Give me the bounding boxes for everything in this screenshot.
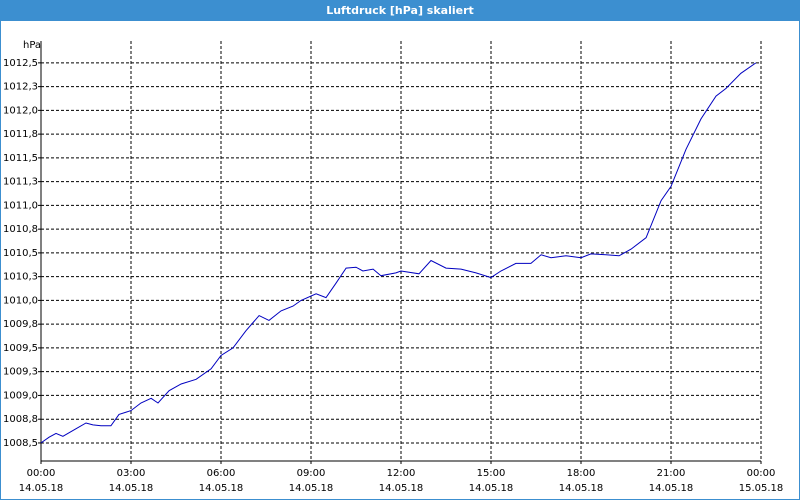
y-tick-label: 1010,8 [3, 224, 38, 235]
x-tick-label: 15:00 14.05.18 [468, 468, 514, 494]
x-tick-label: 03:00 14.05.18 [108, 468, 154, 494]
y-tick-label: 1009,0 [3, 390, 38, 401]
y-tick-label: 1012,5 [3, 58, 38, 69]
y-tick-label: 1009,5 [3, 343, 38, 354]
x-tick-label: 18:00 14.05.18 [558, 468, 604, 494]
x-tick-label: 12:00 14.05.18 [378, 468, 424, 494]
y-tick-label: 1008,8 [3, 414, 38, 425]
y-tick-label: 1010,5 [3, 248, 38, 259]
x-tick-label: 06:00 14.05.18 [198, 468, 244, 494]
data-line [40, 62, 757, 444]
x-tick-label: 09:00 14.05.18 [288, 468, 334, 494]
y-tick-label: 1010,3 [3, 272, 38, 283]
y-tick-label: 1011,0 [3, 200, 38, 211]
y-tick-label: 1012,3 [3, 82, 38, 93]
y-tick-label: 1012,0 [3, 105, 38, 116]
x-tick-label: 00:00 14.05.18 [18, 468, 64, 494]
x-tick-label: 21:00 14.05.18 [648, 468, 694, 494]
y-axis-label: hPa [23, 40, 41, 51]
y-tick-label: 1011,3 [3, 177, 38, 188]
title-bar: Luftdruck [hPa] skaliert [1, 1, 799, 21]
y-tick-label: 1010,0 [3, 295, 38, 306]
x-tick-label: 00:00 15.05.18 [738, 468, 784, 494]
y-tick-label: 1009,3 [3, 367, 38, 378]
y-tick-label: 1009,8 [3, 319, 38, 330]
y-tick-label: 1008,5 [3, 438, 38, 449]
y-tick-label: 1011,8 [3, 129, 38, 140]
y-tick-label: 1011,5 [3, 153, 38, 164]
